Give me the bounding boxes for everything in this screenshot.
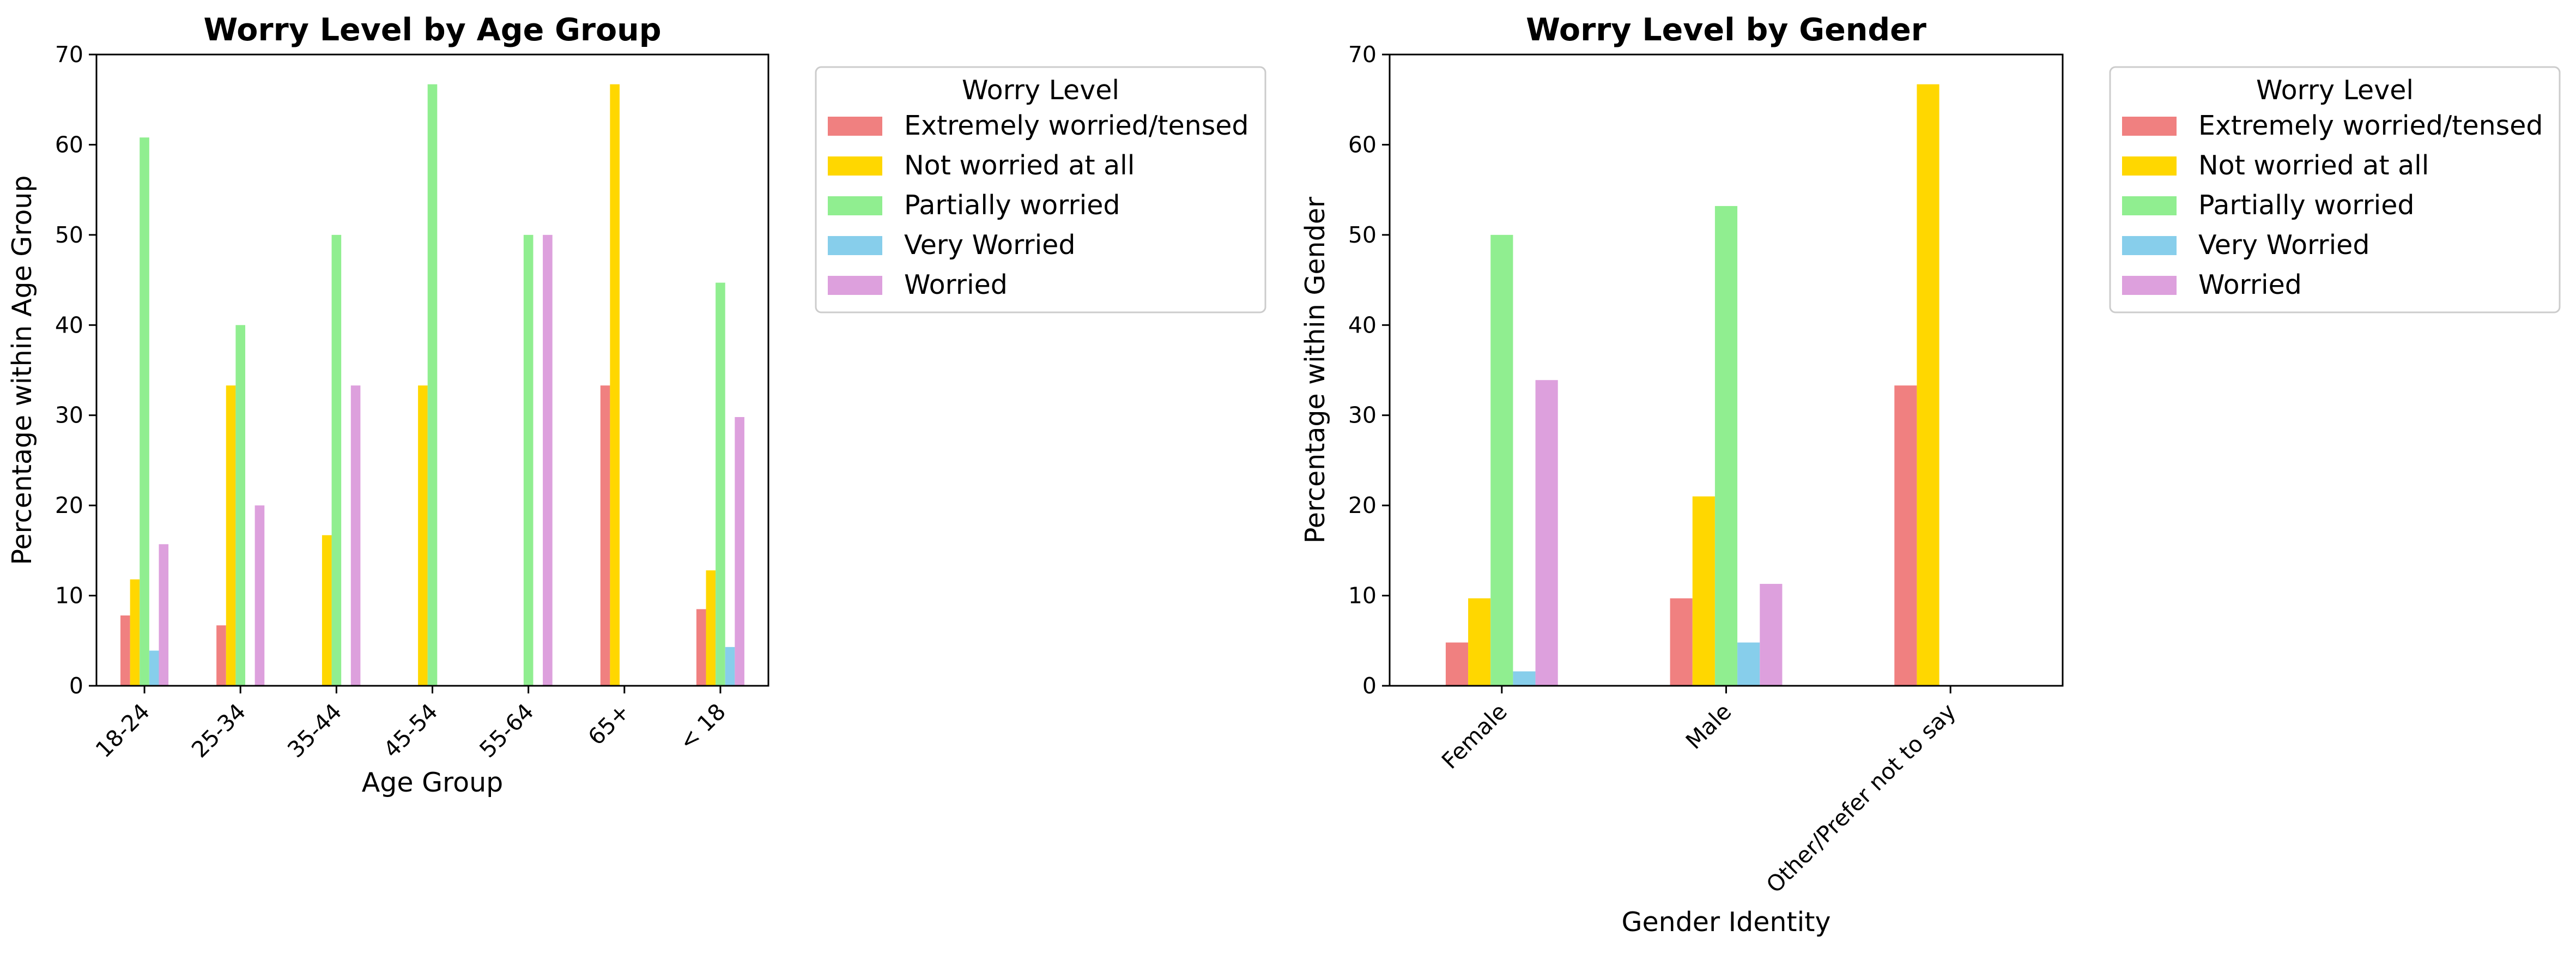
legend-swatch bbox=[828, 117, 882, 136]
legend-entry-label: Partially worried bbox=[904, 190, 1120, 221]
y-tick-label: 10 bbox=[1348, 583, 1377, 609]
y-tick-label: 30 bbox=[55, 402, 83, 428]
bar-55-64-partially-worried bbox=[523, 234, 534, 686]
bar-25-34-extremely-worried-tensed bbox=[216, 625, 226, 686]
y-tick-label: 50 bbox=[1348, 222, 1377, 248]
y-axis-label: Percentage within Age Group bbox=[7, 176, 38, 565]
legend-entry-label: Extremely worried/tensed bbox=[2198, 110, 2543, 141]
chart-title: Worry Level by Gender bbox=[1526, 12, 1926, 48]
y-tick-label: 40 bbox=[1348, 312, 1377, 338]
chart-panel-1: 0 10 20 30 40 50 60 70 18-24 25-34 35-44 45-54 55-64… bbox=[7, 12, 1266, 798]
x-tick-label: 45-54 bbox=[378, 698, 443, 763]
bar-female-partially-worried bbox=[1490, 234, 1513, 686]
bar-55-64-worried bbox=[543, 234, 553, 686]
chart-title: Worry Level by Age Group bbox=[203, 12, 661, 48]
x-tick-label: 55-64 bbox=[475, 698, 539, 763]
x-tick-label: 25-34 bbox=[186, 698, 251, 763]
legend-swatch bbox=[2122, 276, 2177, 295]
bar-45-54-partially-worried bbox=[427, 84, 438, 686]
bar--18-partially-worried bbox=[716, 282, 725, 686]
bars bbox=[120, 84, 744, 686]
legend-swatch bbox=[2122, 196, 2177, 215]
legend-entry-label: Worried bbox=[904, 269, 1008, 300]
bar--18-not-worried-at-all bbox=[706, 570, 716, 686]
bar--18-very-worried bbox=[725, 647, 735, 686]
bar-18-24-not-worried-at-all bbox=[130, 579, 140, 686]
bar-male-very-worried bbox=[1737, 642, 1760, 686]
bar-other-prefer-not-to-say-not-worried-at-all bbox=[1917, 84, 1939, 686]
bar-female-very-worried bbox=[1513, 671, 1536, 686]
legend-swatch bbox=[828, 196, 882, 215]
chart-panel-2: 0 10 20 30 40 50 60 70 Female Male Other/Prefer no… bbox=[1300, 12, 2561, 938]
y-tick-label: 0 bbox=[1362, 673, 1377, 699]
x-tick-label: < 18 bbox=[674, 698, 731, 755]
bar-female-worried bbox=[1535, 380, 1558, 686]
legend-title: Worry Level bbox=[2256, 75, 2414, 106]
bar-25-34-worried bbox=[254, 505, 265, 686]
y-tick-label: 30 bbox=[1348, 402, 1377, 428]
bar--18-extremely-worried-tensed bbox=[696, 609, 706, 686]
legend-swatch bbox=[2122, 236, 2177, 255]
bar-female-not-worried-at-all bbox=[1468, 598, 1491, 686]
y-tick-label: 60 bbox=[1348, 131, 1377, 158]
legend-entry-label: Not worried at all bbox=[904, 150, 1135, 181]
legend-entry-label: Very Worried bbox=[2198, 230, 2369, 261]
y-axis-label: Percentage within Gender bbox=[1300, 196, 1331, 544]
x-axis-label: Gender Identity bbox=[1622, 907, 1831, 938]
y-tick-label: 40 bbox=[55, 312, 83, 338]
legend: Worry Level Extremely worried/tensed Not w… bbox=[2109, 66, 2561, 313]
y-tick-label: 50 bbox=[55, 222, 83, 248]
legend-swatch bbox=[2122, 156, 2177, 176]
y-tick-label: 10 bbox=[55, 583, 83, 609]
x-tick-label: Male bbox=[1681, 698, 1737, 754]
bar-35-44-not-worried-at-all bbox=[322, 535, 332, 686]
legend-entry-label: Very Worried bbox=[904, 230, 1075, 261]
x-tick-label: 35-44 bbox=[282, 698, 347, 763]
x-axis-label: Age Group bbox=[362, 767, 504, 798]
legend-entry-label: Partially worried bbox=[2198, 190, 2415, 221]
bar-18-24-partially-worried bbox=[140, 137, 149, 686]
bar-45-54-not-worried-at-all bbox=[418, 385, 428, 686]
y-tick-label: 70 bbox=[1348, 41, 1377, 68]
legend-swatch bbox=[2122, 117, 2177, 136]
legend-swatch bbox=[828, 276, 882, 295]
y-tick-label: 0 bbox=[69, 673, 83, 699]
legend: Worry Level Extremely worried/tensed Not w… bbox=[815, 66, 1266, 313]
bar-65--extremely-worried-tensed bbox=[600, 385, 610, 686]
bar-25-34-not-worried-at-all bbox=[226, 385, 236, 686]
bar-male-partially-worried bbox=[1714, 206, 1738, 686]
legend-title: Worry Level bbox=[962, 75, 1119, 106]
bar-18-24-worried bbox=[159, 544, 169, 686]
bars bbox=[1445, 84, 1939, 686]
bar-18-24-very-worried bbox=[149, 650, 159, 686]
y-tick-label: 60 bbox=[55, 131, 83, 158]
x-tick-label: Other/Prefer not to say bbox=[1761, 698, 1961, 898]
x-tick-label: Female bbox=[1437, 698, 1512, 774]
legend-swatch bbox=[828, 156, 882, 176]
y-tick-label: 20 bbox=[55, 492, 83, 518]
legend-entry-label: Not worried at all bbox=[2198, 150, 2429, 181]
bar-35-44-partially-worried bbox=[331, 234, 342, 686]
bar-25-34-partially-worried bbox=[235, 325, 246, 686]
bar-18-24-extremely-worried-tensed bbox=[120, 615, 130, 686]
bar-35-44-worried bbox=[350, 385, 361, 686]
bar-male-worried bbox=[1760, 584, 1783, 686]
legend-box bbox=[2109, 66, 2561, 313]
legend-entry-label: Extremely worried/tensed bbox=[904, 110, 1249, 141]
bar-male-extremely-worried-tensed bbox=[1670, 598, 1693, 686]
y-tick-label: 20 bbox=[1348, 492, 1377, 518]
bar-male-not-worried-at-all bbox=[1692, 496, 1715, 686]
bar--18-worried bbox=[735, 417, 744, 686]
legend-entry-label: Worried bbox=[2198, 269, 2302, 300]
x-tick-label: 18-24 bbox=[90, 698, 155, 763]
bar-female-extremely-worried-tensed bbox=[1445, 642, 1469, 686]
legend-box bbox=[815, 66, 1266, 313]
bar-other-prefer-not-to-say-extremely-worried-tensed bbox=[1894, 385, 1917, 686]
bar-65--not-worried-at-all bbox=[610, 84, 620, 686]
y-tick-label: 70 bbox=[55, 41, 83, 68]
legend-swatch bbox=[828, 236, 882, 255]
x-tick-label: 65+ bbox=[583, 698, 635, 750]
